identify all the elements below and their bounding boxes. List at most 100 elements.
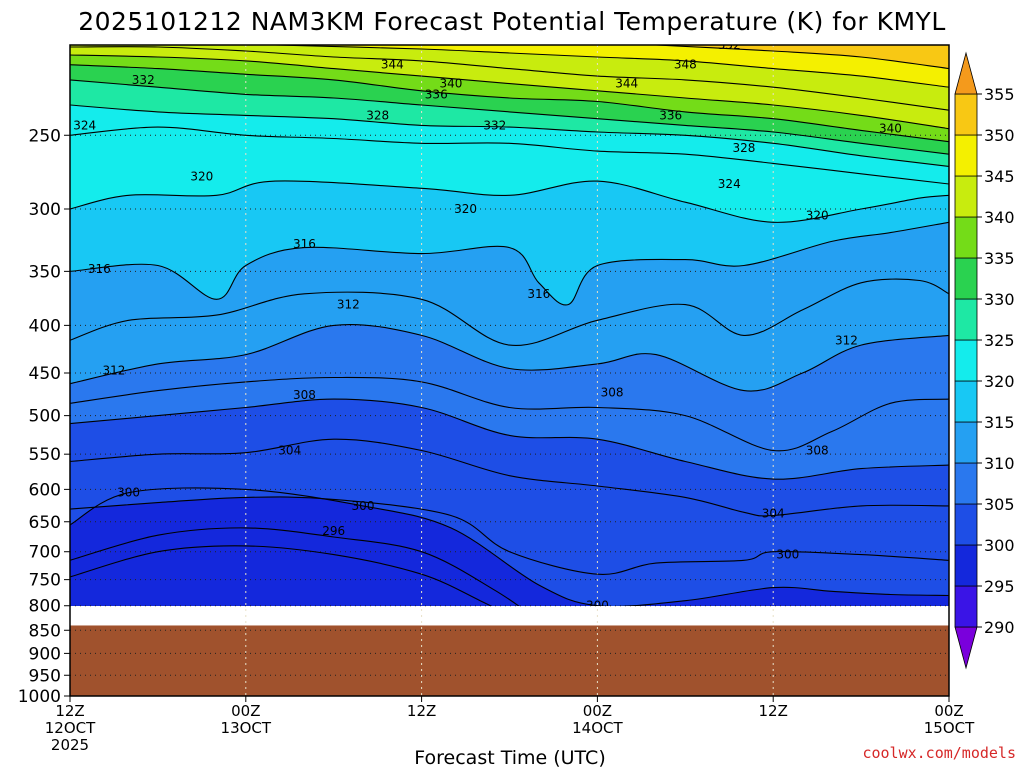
colorbar-label-320: 320 <box>984 372 1015 391</box>
contour-352 <box>655 45 949 70</box>
contour-label-344: 344 <box>615 77 638 91</box>
contour-310 <box>70 323 949 392</box>
colorbar-segment-6 <box>954 380 978 423</box>
contour-320 <box>70 180 949 223</box>
contour-label-316: 316 <box>88 262 111 276</box>
contour-label-348: 348 <box>674 58 697 72</box>
xtick-label-36-2: 14OCT <box>572 719 623 737</box>
colorbar-label-300: 300 <box>984 536 1015 555</box>
ytick-label-500: 500 <box>29 407 61 427</box>
xtick-label-0-3: 2025 <box>51 736 89 754</box>
contour-340 <box>70 54 949 130</box>
colorbar-segment-1 <box>954 585 978 628</box>
ytick-label-350: 350 <box>29 262 61 282</box>
colorbar-segment-3 <box>954 503 978 546</box>
ground-mask <box>70 625 949 696</box>
contour-label-316: 316 <box>293 237 316 251</box>
contour-348 <box>275 45 949 88</box>
contour-296 <box>70 545 493 606</box>
contour-label-300: 300 <box>586 599 609 613</box>
contour-label-324: 324 <box>718 177 741 191</box>
contour-label-336: 336 <box>425 87 448 101</box>
xtick-label-0-1: 12Z <box>55 702 84 720</box>
grid-lines <box>70 45 949 696</box>
contour-298 <box>70 527 520 606</box>
field-band-348 <box>70 45 949 88</box>
colorbar-segment-7 <box>954 339 978 382</box>
ytick-label-750: 750 <box>29 571 61 591</box>
ytick-label-300: 300 <box>29 200 61 220</box>
contour-label-312: 312 <box>102 363 125 377</box>
contour-label-340: 340 <box>879 122 902 136</box>
contour-label-328: 328 <box>732 141 755 155</box>
contour-label-336: 336 <box>659 108 682 122</box>
contour-label-320: 320 <box>190 170 213 184</box>
colorbar-label-295: 295 <box>984 577 1015 596</box>
contour-label-312: 312 <box>835 333 858 347</box>
contour-304 <box>70 438 949 517</box>
colorbar-segment-12 <box>954 134 978 177</box>
contour-332 <box>70 79 949 155</box>
colorbar-segment-9 <box>954 257 978 300</box>
contour-label-300: 300 <box>117 486 140 500</box>
contour-306 <box>70 398 949 480</box>
ytick-label-250: 250 <box>29 126 61 146</box>
colorbar: 290 295 300 305 310 315 320 325 330 335 340 345 350 3… <box>954 51 1015 670</box>
ytick-label-450: 450 <box>29 364 61 384</box>
ytick-label-600: 600 <box>29 480 61 500</box>
contour-label-304: 304 <box>278 443 301 457</box>
colorbar-segment-13 <box>954 93 978 136</box>
contour-344 <box>70 46 949 111</box>
potential-temperature-field <box>70 45 949 606</box>
colorbar-label-330: 330 <box>984 290 1015 309</box>
colorbar-label-310: 310 <box>984 454 1015 473</box>
contour-316 <box>70 221 949 306</box>
ytick-label-400: 400 <box>29 316 61 336</box>
contour-label-296: 296 <box>322 524 345 538</box>
ytick-label-650: 650 <box>29 513 61 533</box>
ytick-label-800: 800 <box>29 597 61 617</box>
y-axis: 250 300 350 400 450 500 550 600 650 700 750 800 850 9… <box>18 126 70 707</box>
ytick-label-1000: 1000 <box>18 687 61 707</box>
contour-labels: 3323243443403363283323203523483443363403… <box>73 38 902 613</box>
colorbar-label-350: 350 <box>984 126 1015 145</box>
colorbar-label-325: 325 <box>984 331 1015 350</box>
contour-label-300: 300 <box>352 499 375 513</box>
contour-lines <box>70 45 949 606</box>
contour-label-308: 308 <box>601 385 624 399</box>
field-band-352 <box>70 45 949 69</box>
contour-label-320: 320 <box>806 209 829 223</box>
colorbar-label-305: 305 <box>984 495 1015 514</box>
colorbar-label-340: 340 <box>984 208 1015 227</box>
xtick-label-60-2: 15OCT <box>924 719 975 737</box>
colorbar-segment-8 <box>954 298 978 341</box>
chart-title: 2025101212 NAM3KM Forecast Potential Tem… <box>78 7 946 36</box>
colorbar-segment-0 <box>954 626 978 670</box>
contour-label-304: 304 <box>762 507 785 521</box>
xtick-label-60-1: 00Z <box>934 702 963 720</box>
x-axis-label: Forecast Time (UTC) <box>414 747 605 768</box>
colorbar-label-315: 315 <box>984 413 1015 432</box>
xtick-label-24-1: 12Z <box>407 702 436 720</box>
contour-label-332: 332 <box>132 73 155 87</box>
contour-label-320: 320 <box>454 202 477 216</box>
contour-label-332: 332 <box>483 118 506 132</box>
contour-label-316: 316 <box>527 287 550 301</box>
contour-label-352: 352 <box>718 38 741 52</box>
contour-label-308: 308 <box>293 388 316 402</box>
xtick-label-36-1: 00Z <box>583 702 612 720</box>
xtick-label-12-1: 00Z <box>231 702 260 720</box>
contour-308 <box>70 376 949 452</box>
contour-328 <box>70 104 949 167</box>
contour-300 <box>70 487 949 606</box>
ytick-label-950: 950 <box>29 666 61 686</box>
colorbar-label-290: 290 <box>984 618 1015 637</box>
colorbar-segment-5 <box>954 421 978 464</box>
colorbar-label-335: 335 <box>984 249 1015 268</box>
colorbar-label-355: 355 <box>984 85 1015 104</box>
colorbar-segment-4 <box>954 462 978 505</box>
xtick-label-0-2: 12OCT <box>45 719 96 737</box>
contour-label-340: 340 <box>439 77 462 91</box>
contour-label-300: 300 <box>776 548 799 562</box>
